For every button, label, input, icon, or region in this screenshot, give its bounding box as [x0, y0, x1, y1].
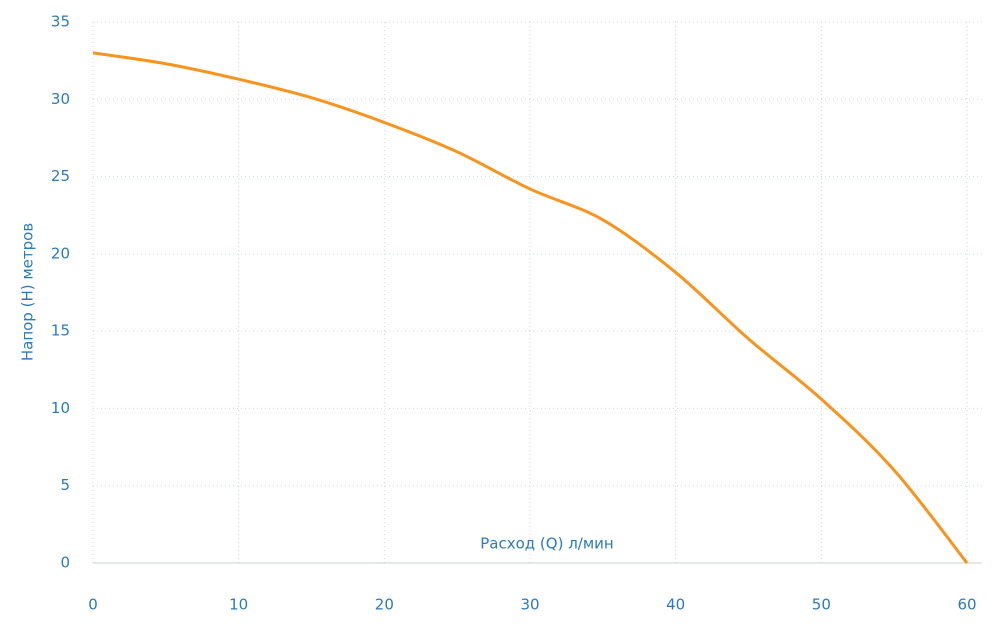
y-tick-label: 0	[60, 554, 70, 572]
x-tick-label: 30	[520, 596, 539, 614]
y-tick-label: 5	[60, 476, 70, 494]
x-tick-label: 10	[229, 596, 248, 614]
x-tick-label: 60	[957, 596, 976, 614]
x-tick-label: 0	[88, 596, 98, 614]
x-axis-label: Расход (Q) л/мин	[480, 535, 613, 553]
y-tick-label: 25	[51, 167, 70, 185]
x-tick-label: 40	[666, 596, 685, 614]
y-tick-label: 10	[51, 399, 70, 417]
line-series	[92, 51, 969, 564]
y-axis-label: Напор (H) метров	[19, 223, 37, 361]
y-tick-label: 20	[51, 244, 70, 262]
x-tick-label: 50	[812, 596, 831, 614]
y-tick-label: 30	[51, 90, 70, 108]
y-tick-label: 15	[51, 322, 70, 340]
x-tick-label: 20	[375, 596, 394, 614]
y-tick-label: 35	[51, 13, 70, 31]
